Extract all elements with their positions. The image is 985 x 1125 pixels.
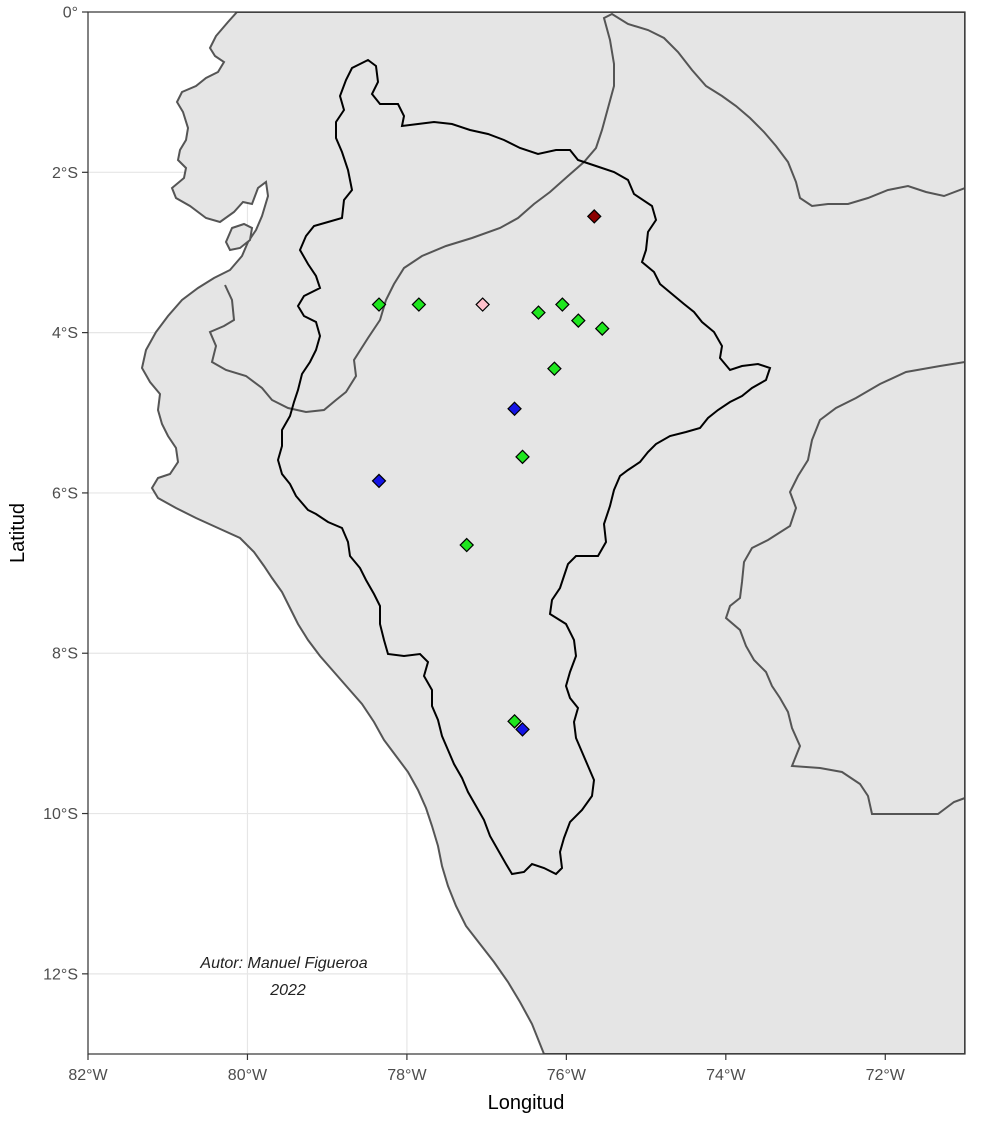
y-axis-title: Latitud <box>7 503 29 563</box>
station-marker-green <box>371 297 387 312</box>
y-tick-label: 6°S <box>52 485 78 502</box>
x-axis: 82°W 80°W 78°W 76°W 74°W 72°W <box>68 1054 906 1084</box>
x-tick-label: 74°W <box>706 1067 746 1084</box>
author-annotation: Autor: Manuel Figueroa <box>199 955 367 972</box>
y-tick-label: 8°S <box>52 646 78 663</box>
year-annotation: 2022 <box>269 982 306 999</box>
land-area <box>140 12 965 1054</box>
panel-border <box>87 11 966 1055</box>
y-tick-label: 12°S <box>43 966 78 983</box>
island-shape <box>224 222 254 252</box>
x-tick-label: 78°W <box>387 1067 427 1084</box>
x-tick-label: 72°W <box>866 1067 906 1084</box>
watershed-boundary <box>276 58 772 876</box>
station-marker-pink <box>475 297 490 312</box>
station-marker-green <box>515 449 530 465</box>
x-axis-title: Longitud <box>488 1092 565 1114</box>
x-tick-label: 76°W <box>547 1067 587 1084</box>
station-marker-green <box>531 305 546 320</box>
y-tick-label: 10°S <box>43 806 78 823</box>
station-marker-blue <box>515 722 530 737</box>
station-marker-blue <box>371 473 387 489</box>
y-tick-label: 2°S <box>52 165 78 182</box>
station-marker-green <box>555 297 570 312</box>
station-marker-green <box>507 714 522 729</box>
station-marker-green <box>411 297 427 312</box>
y-tick-label: 4°S <box>52 325 78 342</box>
station-marker-green <box>570 313 586 328</box>
y-axis: 0° 2°S 4°S 6°S 8°S 10°S 12°S <box>43 5 88 983</box>
station-marker-blue <box>507 401 522 417</box>
x-tick-label: 82°W <box>68 1067 108 1084</box>
station-marker-green <box>594 321 610 336</box>
x-tick-label: 80°W <box>228 1067 268 1084</box>
station-points <box>371 209 610 737</box>
y-tick-label: 0° <box>63 5 78 22</box>
station-marker-green <box>547 361 562 377</box>
station-marker-green <box>459 537 475 553</box>
station-marker-darkred <box>586 209 602 224</box>
